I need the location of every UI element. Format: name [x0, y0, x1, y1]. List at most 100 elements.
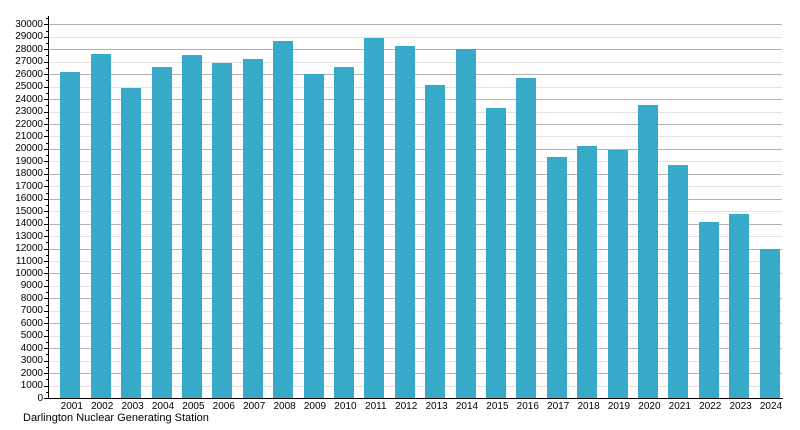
x-axis-label-2009: 2009 — [303, 401, 327, 412]
y-minor-tick-13500 — [45, 229, 48, 231]
x-axis-label-2013: 2013 — [425, 401, 448, 412]
x-axis-label-2019: 2019 — [607, 401, 631, 412]
y-axis-label-24000: 24000 — [15, 93, 43, 105]
x-axis-label-2010: 2010 — [334, 401, 357, 412]
y-major-tick-22000 — [44, 124, 48, 125]
y-major-tick-18000 — [44, 173, 48, 175]
bar-2006 — [212, 62, 233, 398]
bar-2017 — [546, 157, 567, 398]
y-minor-tick-29500 — [45, 30, 48, 32]
gridline-3000 — [48, 360, 782, 362]
y-minor-tick-15500 — [45, 204, 48, 206]
bar-2001 — [60, 71, 81, 398]
bar-2015 — [485, 107, 506, 398]
y-minor-tick-8500 — [45, 292, 48, 294]
y-major-tick-7000 — [44, 310, 48, 312]
gridline-9000 — [48, 285, 782, 287]
bar-2024 — [759, 249, 780, 398]
y-major-tick-9000 — [44, 285, 48, 287]
x-axis-label-2008: 2008 — [273, 401, 296, 412]
y-minor-tick-27500 — [45, 55, 48, 57]
y-minor-tick-24500 — [45, 92, 48, 94]
bar-2019 — [607, 150, 628, 398]
y-minor-tick-4500 — [45, 341, 48, 343]
x-axis-label-2003: 2003 — [121, 401, 144, 412]
y-minor-tick-5500 — [45, 329, 48, 331]
plot-area — [48, 16, 782, 398]
x-axis-label-2016: 2016 — [516, 401, 539, 412]
bar-2007 — [242, 59, 263, 398]
bar-2003 — [121, 87, 142, 398]
y-major-tick-16000 — [44, 198, 48, 200]
y-major-tick-14000 — [44, 223, 48, 225]
y-axis-label-21000: 21000 — [15, 130, 43, 142]
y-major-tick-29000 — [44, 36, 48, 38]
gridline-8000 — [48, 298, 782, 300]
bar-2002 — [90, 53, 111, 398]
bar-2023 — [729, 213, 750, 398]
y-minor-tick-26500 — [45, 67, 48, 69]
y-minor-tick-2500 — [45, 366, 48, 368]
gridline-25000 — [48, 86, 782, 88]
bar-2011 — [364, 38, 385, 398]
y-minor-tick-22500 — [45, 117, 48, 119]
y-major-tick-26000 — [44, 74, 48, 76]
x-axis-label-2001: 2001 — [60, 401, 83, 412]
bar-2004 — [151, 66, 172, 398]
y-minor-tick-25500 — [45, 80, 48, 82]
gridline-30000 — [48, 24, 782, 26]
y-axis-label-22000: 22000 — [15, 118, 43, 130]
x-axis-label-2017: 2017 — [547, 401, 570, 412]
gridline-20000 — [48, 148, 782, 150]
x-axis-label-2023: 2023 — [729, 401, 752, 412]
bar-2005 — [181, 54, 202, 398]
y-minor-tick-12500 — [45, 242, 48, 244]
gridline-17000 — [48, 186, 782, 188]
gridline-11000 — [48, 261, 782, 262]
y-major-tick-4000 — [44, 348, 48, 350]
y-major-tick-28000 — [44, 49, 48, 51]
gridline-29000 — [48, 36, 782, 38]
y-axis-label-11000: 11000 — [15, 255, 43, 267]
x-axis-label-2012: 2012 — [395, 401, 418, 412]
y-axis-label-10000: 10000 — [15, 267, 43, 279]
bar-2016 — [516, 77, 537, 398]
y-axis-label-14000: 14000 — [15, 218, 43, 230]
gridline-16000 — [48, 198, 782, 200]
y-axis-label-4000: 4000 — [20, 342, 43, 354]
bar-2010 — [333, 67, 354, 398]
y-axis-label-1000: 1000 — [20, 380, 43, 391]
gridline-15000 — [48, 211, 782, 213]
y-minor-tick-11500 — [45, 254, 48, 256]
x-axis-label-2005: 2005 — [182, 401, 205, 412]
bar-2013 — [425, 85, 446, 398]
y-major-tick-0 — [44, 398, 48, 399]
y-axis-line — [48, 16, 49, 399]
y-major-tick-23000 — [44, 111, 48, 113]
gridline-2000 — [48, 373, 782, 375]
y-minor-tick-21500 — [45, 130, 48, 132]
y-axis-label-19000: 19000 — [15, 155, 43, 167]
y-axis-label-13000: 13000 — [15, 230, 43, 242]
y-minor-tick-20500 — [45, 142, 48, 144]
bar-2021 — [668, 165, 689, 398]
y-axis-label-20000: 20000 — [15, 143, 43, 155]
y-major-tick-11000 — [44, 261, 48, 262]
y-minor-tick-14500 — [45, 217, 48, 219]
x-axis-label-2007: 2007 — [243, 401, 266, 412]
y-major-tick-12000 — [44, 248, 48, 250]
y-minor-tick-17500 — [45, 180, 48, 181]
y-minor-tick-9500 — [45, 279, 48, 281]
y-axis-label-25000: 25000 — [15, 81, 43, 93]
y-major-tick-15000 — [44, 211, 48, 213]
y-major-tick-3000 — [44, 360, 48, 362]
x-axis-label-2006: 2006 — [212, 401, 235, 412]
y-major-tick-24000 — [44, 99, 48, 100]
y-major-tick-20000 — [44, 148, 48, 150]
gridline-27000 — [48, 61, 782, 63]
bar-2022 — [698, 221, 719, 398]
bar-2018 — [577, 146, 598, 398]
y-axis-label-18000: 18000 — [15, 168, 43, 180]
gridline-4000 — [48, 348, 782, 350]
x-axis-label-2004: 2004 — [151, 401, 175, 412]
